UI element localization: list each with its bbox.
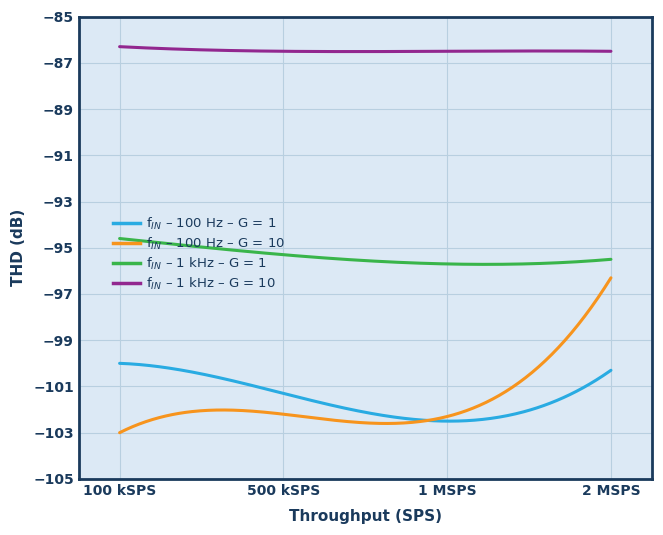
- Y-axis label: THD (dB): THD (dB): [11, 209, 26, 286]
- X-axis label: Throughput (SPS): Throughput (SPS): [289, 509, 442, 524]
- Legend: f$_{IN}$ – 100 Hz – G = 1, f$_{IN}$ – 100 Hz – G = 10, f$_{IN}$ – 1 kHz – G = 1,: f$_{IN}$ – 100 Hz – G = 1, f$_{IN}$ – 10…: [108, 210, 291, 297]
